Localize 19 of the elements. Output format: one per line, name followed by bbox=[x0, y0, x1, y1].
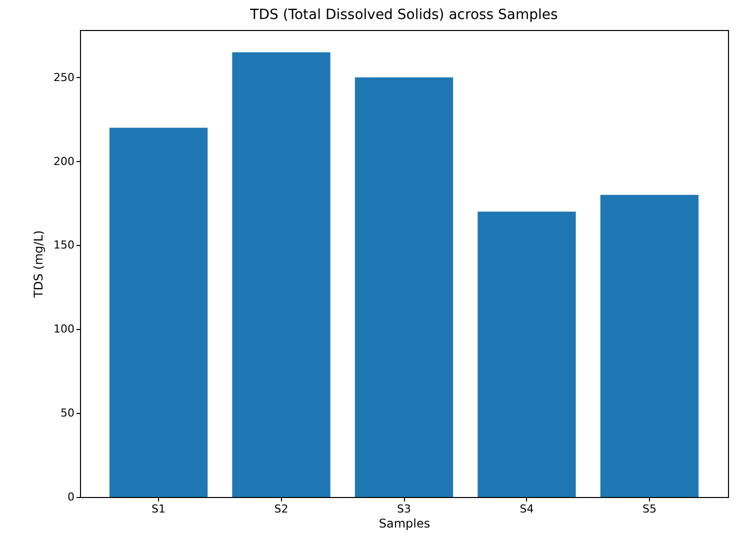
bar bbox=[478, 212, 576, 497]
x-tick-label: S1 bbox=[152, 502, 166, 516]
x-tick-label: S2 bbox=[274, 502, 288, 516]
y-tick-label: 150 bbox=[54, 238, 74, 252]
chart-title: TDS (Total Dissolved Solids) across Samples bbox=[249, 7, 558, 23]
y-tick-label: 100 bbox=[54, 322, 74, 336]
y-tick-label: 0 bbox=[68, 490, 74, 504]
y-tick-label: 200 bbox=[54, 154, 74, 168]
x-axis-title: Samples bbox=[378, 516, 430, 530]
bar bbox=[354, 77, 454, 497]
x-tick-label: S5 bbox=[642, 502, 656, 516]
bar bbox=[232, 52, 330, 497]
y-axis-title: TDS (mg/L) bbox=[32, 230, 46, 299]
bar bbox=[600, 194, 699, 497]
y-tick-label: 50 bbox=[60, 406, 74, 420]
x-tick-label: S4 bbox=[520, 502, 534, 516]
y-tick-label: 250 bbox=[54, 70, 74, 84]
x-tick-label: S3 bbox=[397, 502, 411, 516]
bar bbox=[109, 128, 208, 497]
